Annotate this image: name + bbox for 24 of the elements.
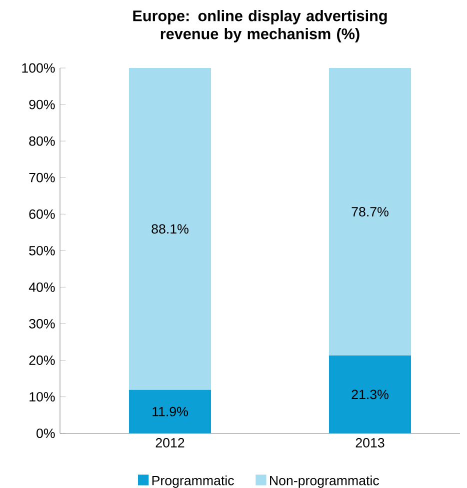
- y-tick-label: 10%: [30, 392, 55, 402]
- x-tick-label: 2013: [356, 438, 384, 448]
- y-tick-label: 90%: [29, 100, 55, 110]
- chart-title: Europe: online display advertising revenue by mechanism (%): [133, 10, 387, 42]
- y-tick-label: 20%: [29, 356, 55, 365]
- y-tick-label: 60%: [29, 209, 55, 219]
- legend-label: Non-programmatic: [270, 475, 379, 488]
- data-label: 11.9%: [152, 406, 188, 416]
- data-label: 88.1%: [152, 224, 188, 234]
- y-tick-label: 70%: [29, 172, 55, 182]
- bar: [129, 68, 212, 390]
- y-tick-label: 30%: [29, 319, 55, 328]
- y-tick-label: 100%: [22, 63, 55, 73]
- bar: [329, 68, 412, 356]
- data-label: 78.7%: [352, 207, 388, 216]
- y-tick-label: 0%: [36, 428, 55, 438]
- x-tick-label: 2012: [156, 438, 184, 448]
- y-tick-label: 50%: [29, 246, 55, 256]
- legend-label: Programmatic: [152, 475, 234, 488]
- data-label: 21.3%: [352, 390, 388, 400]
- y-tick-label: 80%: [29, 136, 55, 146]
- bar: [129, 390, 212, 434]
- y-tick-label: 40%: [28, 282, 55, 292]
- bar: [329, 356, 412, 434]
